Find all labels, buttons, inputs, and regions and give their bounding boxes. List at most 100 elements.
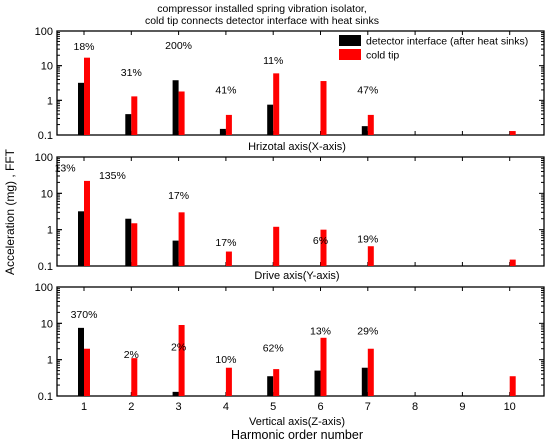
x-tick-label: 9 bbox=[459, 401, 465, 413]
y-tick-label: 100 bbox=[35, 282, 53, 294]
cold-tip-bar bbox=[509, 131, 516, 135]
panel-axis-label: Drive axis(Y-axis) bbox=[254, 270, 339, 282]
ratio-annotation: 17% bbox=[168, 190, 189, 202]
ratio-annotation: 135% bbox=[99, 170, 126, 182]
cold-tip-bar bbox=[273, 226, 280, 266]
x-tick-label: 6 bbox=[317, 401, 323, 413]
legend-entry-label: detector interface (after heat sinks) bbox=[366, 36, 528, 48]
cold-tip-bar bbox=[367, 114, 374, 135]
detector-interface-bar bbox=[125, 114, 132, 135]
detector-interface-bar bbox=[361, 367, 368, 396]
cold-tip-bar bbox=[178, 91, 185, 135]
x-tick-label: 1 bbox=[81, 401, 87, 413]
cold-tip-bar bbox=[225, 114, 232, 135]
y-tick-label: 1 bbox=[47, 355, 53, 367]
panel-frame bbox=[56, 156, 545, 267]
detector-interface-bar bbox=[219, 128, 226, 135]
cold-tip-bar bbox=[84, 348, 90, 396]
chart-title-line: cold tip connects detector interface wit… bbox=[145, 15, 379, 27]
y-tick-label: 0.1 bbox=[38, 391, 53, 403]
y-tick-label: 10 bbox=[41, 188, 53, 200]
panel-1: 0.1 1 10 100 18% 200% 31% 11% 41% 47% bbox=[35, 26, 545, 142]
cold-tip-bar bbox=[84, 57, 90, 135]
cold-tip-bar bbox=[178, 212, 185, 266]
cold-tip-bar bbox=[509, 376, 516, 396]
x-axis-label: Harmonic order number bbox=[231, 428, 363, 442]
detector-interface-bar bbox=[172, 80, 179, 135]
ratio-annotation: 10% bbox=[215, 354, 236, 366]
detector-interface-bar bbox=[361, 126, 368, 135]
ratio-annotation: 370% bbox=[71, 309, 98, 321]
cold-tip-bar bbox=[320, 229, 327, 266]
legend-swatch-cold-tip bbox=[339, 49, 361, 60]
cold-tip-bar bbox=[367, 348, 374, 396]
detector-interface-bar bbox=[267, 104, 274, 135]
ratio-annotation: 17% bbox=[215, 237, 236, 249]
x-tick-label: 10 bbox=[504, 401, 516, 413]
ratio-annotation: 2% bbox=[171, 341, 186, 353]
cold-tip-bar bbox=[509, 259, 516, 266]
y-tick-label: 0.1 bbox=[38, 261, 53, 273]
chart-title: compressor installed spring vibration is… bbox=[145, 3, 379, 27]
x-tick-label: 2 bbox=[128, 401, 134, 413]
cold-tip-bar bbox=[225, 367, 232, 396]
detector-interface-bar bbox=[172, 240, 179, 266]
chart-title-line: compressor installed spring vibration is… bbox=[157, 3, 367, 15]
cold-tip-bar bbox=[273, 369, 280, 396]
cold-tip-bar bbox=[273, 73, 280, 135]
detector-interface-bar bbox=[314, 370, 321, 396]
y-tick-label: 0.1 bbox=[38, 130, 53, 142]
ratio-annotation: 11% bbox=[263, 55, 283, 67]
detector-interface-bar bbox=[267, 376, 274, 396]
y-tick-label: 1 bbox=[47, 225, 53, 237]
legend-entry-label: cold tip bbox=[366, 50, 399, 62]
panel-3: 0.1 1 10 100 370% 2% 2% 10% 62% 13% 29% bbox=[35, 282, 545, 403]
y-tick-label: 1 bbox=[47, 95, 53, 107]
ratio-annotation: 18% bbox=[73, 41, 94, 53]
chart-panels: 0.1 1 10 100 18% 200% 31% 11% 41% 47% Hrizotal axi… bbox=[35, 26, 545, 428]
x-tick-label: 3 bbox=[176, 401, 182, 413]
ratio-annotation: 13% bbox=[310, 325, 331, 337]
x-tick-label: 8 bbox=[412, 401, 418, 413]
panel-frame bbox=[56, 30, 545, 136]
y-axis-label: Acceleration (mg) , FFT bbox=[3, 148, 17, 275]
ratio-annotation: 41% bbox=[215, 84, 236, 96]
ratio-annotation: 31% bbox=[121, 67, 142, 79]
y-tick-label: 100 bbox=[35, 26, 53, 38]
ratio-annotation: 2% bbox=[124, 349, 139, 361]
x-tick-label: 4 bbox=[223, 401, 229, 413]
x-tick-label: 7 bbox=[365, 401, 371, 413]
detector-interface-bar bbox=[78, 327, 84, 396]
ratio-annotation: 19% bbox=[357, 233, 378, 245]
cold-tip-bar bbox=[225, 251, 232, 266]
detector-interface-bar bbox=[78, 211, 84, 266]
x-tick-label: 5 bbox=[270, 401, 276, 413]
cold-tip-bar bbox=[131, 223, 138, 266]
ratio-annotation: 29% bbox=[357, 325, 378, 337]
y-tick-label: 10 bbox=[41, 61, 53, 73]
cold-tip-bar bbox=[320, 81, 327, 135]
cold-tip-bar bbox=[178, 324, 185, 396]
cold-tip-bar bbox=[320, 337, 327, 396]
ratio-annotation: 6% bbox=[313, 235, 328, 247]
y-tick-label: 100 bbox=[35, 152, 53, 164]
chart-legend: detector interface (after heat sinks) col… bbox=[339, 35, 528, 62]
panel-axis-label: Vertical axis(Z-axis) bbox=[249, 416, 345, 428]
cold-tip-bar bbox=[131, 96, 138, 135]
detector-interface-bar bbox=[172, 391, 179, 396]
panel-frame bbox=[56, 286, 545, 397]
panel-axis-label: Hrizotal axis(X-axis) bbox=[248, 141, 346, 153]
ratio-annotation: 47% bbox=[357, 84, 378, 96]
ratio-annotation: 13% bbox=[55, 162, 76, 174]
cold-tip-bar bbox=[84, 180, 90, 266]
detector-interface-bar bbox=[78, 82, 84, 135]
detector-interface-bar bbox=[125, 218, 132, 266]
ratio-annotation: 62% bbox=[263, 342, 284, 354]
legend-swatch-detector bbox=[339, 35, 361, 46]
ratio-annotation: 200% bbox=[165, 40, 192, 52]
cold-tip-bar bbox=[131, 358, 138, 396]
cold-tip-bar bbox=[367, 246, 374, 266]
y-tick-label: 10 bbox=[41, 318, 53, 330]
